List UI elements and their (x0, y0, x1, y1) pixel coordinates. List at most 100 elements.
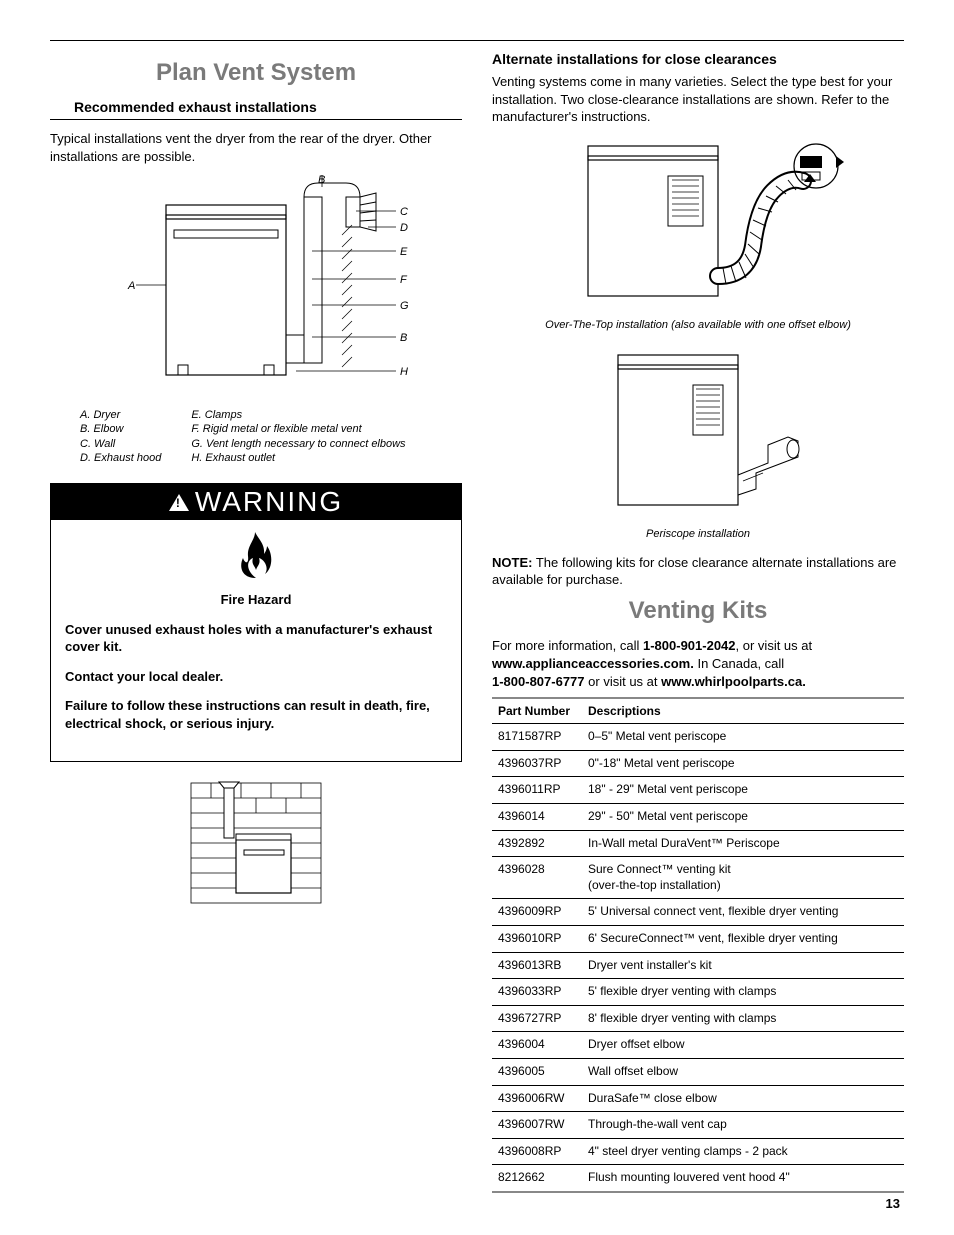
svg-text:C: C (400, 206, 408, 218)
table-row: 4392892In-Wall metal DuraVent™ Periscope (492, 830, 904, 857)
part-description: Dryer vent installer's kit (582, 952, 904, 979)
part-number: 4396004 (492, 1032, 582, 1059)
alt-install-text: Venting systems come in many varieties. … (492, 73, 904, 126)
part-number: 4396727RP (492, 1005, 582, 1032)
part-description: In-Wall metal DuraVent™ Periscope (582, 830, 904, 857)
note-prefix: NOTE: (492, 555, 532, 570)
table-row: 4396028Sure Connect™ venting kit(over-th… (492, 857, 904, 899)
part-description: 8' flexible dryer venting with clamps (582, 1005, 904, 1032)
part-number: 4392892 (492, 830, 582, 857)
legend-item: B. Elbow (80, 422, 161, 436)
note-text: NOTE: The following kits for close clear… (492, 554, 904, 589)
legend-item: F. Rigid metal or flexible metal vent (191, 422, 405, 436)
venting-kits-title: Venting Kits (492, 597, 904, 625)
legend-item: C. Wall (80, 437, 161, 451)
section-title: Plan Vent System (50, 59, 462, 87)
part-description: 5' Universal connect vent, flexible drye… (582, 899, 904, 926)
part-number: 4396009RP (492, 899, 582, 926)
warning-line: Cover unused exhaust holes with a manufa… (65, 621, 447, 656)
warning-header: WARNING (51, 484, 461, 520)
part-description: 5' flexible dryer venting with clamps (582, 979, 904, 1006)
part-number: 4396006RW (492, 1085, 582, 1112)
legend-item: D. Exhaust hood (80, 451, 161, 465)
table-row: 4396006RWDuraSafe™ close elbow (492, 1085, 904, 1112)
legend-col-left: A. Dryer B. Elbow C. Wall D. Exhaust hoo… (80, 408, 161, 465)
part-description: Wall offset elbow (582, 1059, 904, 1086)
table-row: 8171587RP0–5" Metal vent periscope (492, 724, 904, 751)
part-number: 4396033RP (492, 979, 582, 1006)
page-number: 13 (886, 1196, 900, 1211)
svg-text:B: B (318, 175, 325, 186)
caption-over-top: Over-The-Top installation (also availabl… (492, 319, 904, 331)
part-description: Dryer offset elbow (582, 1032, 904, 1059)
table-header: Part Number (492, 698, 582, 724)
part-description: 0"-18" Metal vent periscope (582, 750, 904, 777)
part-description: 18" - 29" Metal vent periscope (582, 777, 904, 804)
warning-line: Contact your local dealer. (65, 668, 447, 686)
table-row: 4396033RP5' flexible dryer venting with … (492, 979, 904, 1006)
table-row: 4396727RP8' flexible dryer venting with … (492, 1005, 904, 1032)
part-number: 4396005 (492, 1059, 582, 1086)
table-row: 4396037RP0"-18" Metal vent periscope (492, 750, 904, 777)
table-row: 439601429" - 50" Metal vent periscope (492, 804, 904, 831)
note-body: The following kits for close clearance a… (492, 555, 896, 588)
part-number: 4396028 (492, 857, 582, 899)
svg-text:G: G (400, 300, 409, 312)
legend-col-right: E. Clamps F. Rigid metal or flexible met… (191, 408, 405, 465)
svg-text:H: H (400, 366, 408, 378)
part-description: 29" - 50" Metal vent periscope (582, 804, 904, 831)
alt-install-head: Alternate installations for close cleara… (492, 51, 904, 67)
venting-kits-table: Part Number Descriptions 8171587RP0–5" M… (492, 697, 904, 1193)
table-row: 8212662Flush mounting louvered vent hood… (492, 1165, 904, 1192)
table-row: 4396007RWThrough-the-wall vent cap (492, 1112, 904, 1139)
part-number: 4396013RB (492, 952, 582, 979)
table-row: 4396011RP18" - 29" Metal vent periscope (492, 777, 904, 804)
part-number: 4396014 (492, 804, 582, 831)
warning-label: WARNING (195, 486, 343, 518)
part-description: Flush mounting louvered vent hood 4" (582, 1165, 904, 1192)
table-row: 4396010RP6' SecureConnect™ vent, flexibl… (492, 926, 904, 953)
part-number: 4396008RP (492, 1138, 582, 1165)
table-row: 4396005Wall offset elbow (492, 1059, 904, 1086)
svg-text:E: E (400, 246, 408, 258)
part-description: 0–5" Metal vent periscope (582, 724, 904, 751)
table-row: 4396008RP4" steel dryer venting clamps -… (492, 1138, 904, 1165)
intro-text: Typical installations vent the dryer fro… (50, 130, 462, 165)
part-description: 6' SecureConnect™ vent, flexible dryer v… (582, 926, 904, 953)
part-description: 4" steel dryer venting clamps - 2 pack (582, 1138, 904, 1165)
part-description: Through-the-wall vent cap (582, 1112, 904, 1139)
kits-intro: For more information, call 1-800-901-204… (492, 637, 904, 692)
warning-line: Failure to follow these instructions can… (65, 697, 447, 732)
left-column: Plan Vent System Recommended exhaust ins… (50, 51, 462, 1193)
legend-item: G. Vent length necessary to connect elbo… (191, 437, 405, 451)
part-number: 8171587RP (492, 724, 582, 751)
part-number: 4396011RP (492, 777, 582, 804)
right-column: Alternate installations for close cleara… (492, 51, 904, 1193)
legend-item: H. Exhaust outlet (191, 451, 405, 465)
part-number: 4396037RP (492, 750, 582, 777)
part-number: 8212662 (492, 1165, 582, 1192)
warning-box: WARNING Fire Hazard Cover unused exhaust… (50, 483, 462, 761)
table-row: 4396004Dryer offset elbow (492, 1032, 904, 1059)
subhead-recommended: Recommended exhaust installations (50, 99, 462, 120)
legend-item: A. Dryer (80, 408, 161, 422)
exhaust-diagram: A B C D E F G B H (50, 175, 462, 398)
part-description: DuraSafe™ close elbow (582, 1085, 904, 1112)
caption-periscope: Periscope installation (492, 528, 904, 540)
legend-item: E. Clamps (191, 408, 405, 422)
svg-text:D: D (400, 222, 408, 234)
table-row: 4396013RBDryer vent installer's kit (492, 952, 904, 979)
wall-install-diagram (50, 778, 462, 911)
over-top-diagram (492, 136, 904, 309)
table-header: Descriptions (582, 698, 904, 724)
periscope-diagram (492, 345, 904, 518)
warning-triangle-icon (169, 494, 189, 511)
svg-text:B: B (400, 332, 407, 344)
svg-text:A: A (127, 280, 135, 292)
part-description: Sure Connect™ venting kit(over-the-top i… (582, 857, 904, 899)
part-number: 4396007RW (492, 1112, 582, 1139)
svg-text:F: F (400, 274, 408, 286)
part-number: 4396010RP (492, 926, 582, 953)
flame-icon (65, 530, 447, 583)
diagram-legend: A. Dryer B. Elbow C. Wall D. Exhaust hoo… (80, 408, 462, 465)
